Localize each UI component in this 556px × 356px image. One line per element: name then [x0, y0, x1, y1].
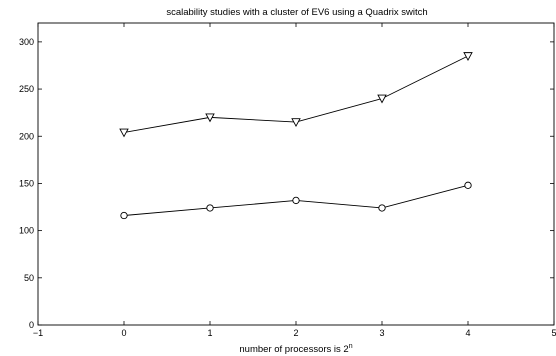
plot-area	[37, 22, 555, 326]
x-tick-label: 4	[465, 328, 470, 338]
series-2-point	[206, 204, 214, 212]
x-tick-label: −1	[33, 328, 43, 338]
series-2-point	[292, 196, 300, 205]
series-1-point	[291, 118, 301, 128]
x-tick-label: 2	[293, 328, 298, 338]
y-tick-label: 300	[19, 37, 34, 47]
x-tick-label: 1	[207, 328, 212, 338]
series-1-point	[205, 113, 215, 123]
x-axis-label-superscript: n	[349, 343, 353, 350]
series-1-point	[463, 52, 473, 61]
series-1-point	[377, 94, 387, 104]
x-tick-label: 0	[121, 328, 126, 338]
y-tick-label: 0	[29, 320, 34, 330]
y-tick-label: 200	[19, 131, 34, 141]
chart-title: scalability studies with a cluster of EV…	[166, 7, 427, 18]
series-2-point	[120, 211, 128, 220]
x-axis-label-base: number of processors is 2	[239, 344, 348, 355]
y-tick-label: 250	[19, 84, 34, 94]
series-2-point	[464, 181, 472, 189]
series-1-point	[119, 128, 129, 138]
series-2-point	[378, 204, 386, 212]
series-layer	[119, 52, 473, 220]
x-tick-label: 3	[379, 328, 384, 338]
y-tick-label: 100	[19, 226, 34, 236]
x-tick-label: 5	[551, 328, 556, 338]
x-axis-label: number of processors is 2n	[239, 343, 352, 355]
y-tick-label: 150	[19, 178, 34, 188]
y-tick-label: 50	[24, 273, 34, 283]
